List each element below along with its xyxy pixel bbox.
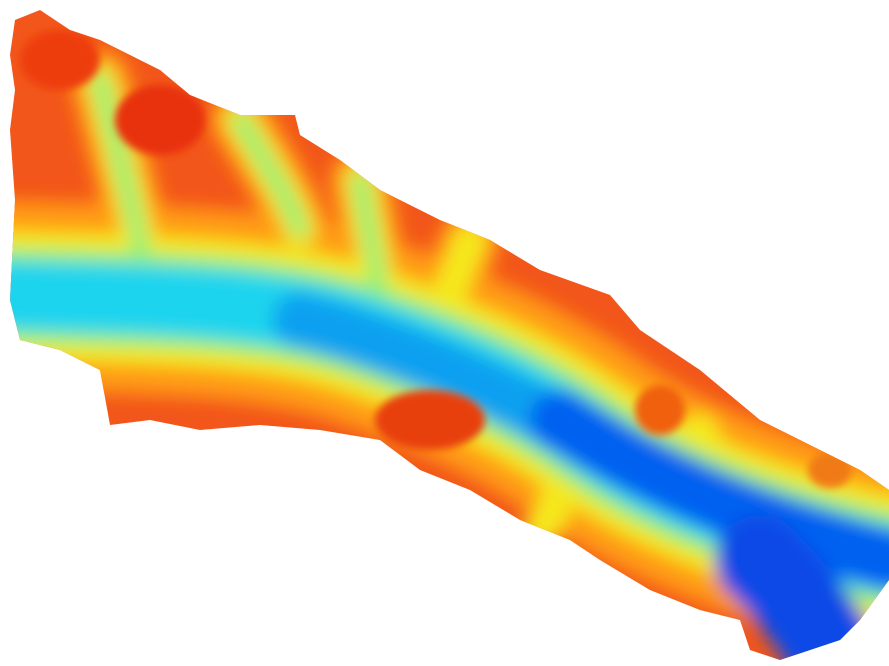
elevation-map	[0, 0, 889, 666]
terrain	[0, 0, 889, 666]
valleys	[0, 80, 889, 666]
page	[0, 0, 889, 666]
